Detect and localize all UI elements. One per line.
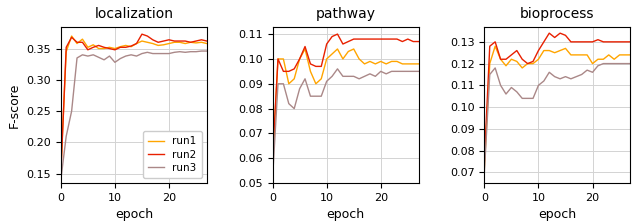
run2 <box>100 46 108 49</box>
run1 <box>84 46 92 49</box>
run1 <box>62 50 70 53</box>
run3 <box>187 50 195 53</box>
run3 <box>132 55 140 57</box>
run2 <box>68 36 76 39</box>
run2 <box>73 41 81 44</box>
run1 <box>122 44 129 47</box>
run2 <box>84 48 92 51</box>
X-axis label: epoch: epoch <box>538 208 577 221</box>
run1 <box>181 42 189 45</box>
run2 <box>160 40 168 42</box>
run3 <box>203 50 211 52</box>
run1 <box>154 44 162 47</box>
run1 <box>138 40 146 42</box>
run2 <box>122 46 129 49</box>
run2 <box>132 42 140 45</box>
run1 <box>203 42 211 45</box>
run2 <box>95 44 102 47</box>
run3 <box>84 55 92 57</box>
run1 <box>198 41 205 44</box>
run2 <box>116 46 124 49</box>
run3 <box>181 51 189 54</box>
Title: localization: localization <box>94 7 173 21</box>
run3 <box>176 50 184 53</box>
Line: run2: run2 <box>61 34 207 175</box>
run1 <box>176 41 184 44</box>
run3 <box>68 110 76 113</box>
run2 <box>154 41 162 44</box>
run2 <box>165 38 173 41</box>
run1 <box>57 169 65 172</box>
run1 <box>187 41 195 44</box>
run3 <box>138 52 146 55</box>
run3 <box>149 52 157 55</box>
run1 <box>68 35 76 37</box>
run3 <box>111 61 119 64</box>
run1 <box>127 45 135 48</box>
run1 <box>116 45 124 48</box>
run2 <box>181 40 189 42</box>
run3 <box>100 58 108 61</box>
run2 <box>90 46 97 49</box>
Line: run3: run3 <box>61 51 207 180</box>
run1 <box>111 47 119 50</box>
run1 <box>90 44 97 46</box>
Title: bioprocess: bioprocess <box>520 7 595 21</box>
run2 <box>198 38 205 41</box>
run1 <box>95 47 102 50</box>
run3 <box>170 51 178 54</box>
run2 <box>138 33 146 36</box>
run2 <box>170 40 178 42</box>
run3 <box>192 50 200 53</box>
run2 <box>149 38 157 41</box>
run1 <box>160 44 168 46</box>
X-axis label: epoch: epoch <box>115 208 153 221</box>
run3 <box>73 57 81 59</box>
run2 <box>127 45 135 47</box>
run2 <box>57 174 65 176</box>
run3 <box>127 54 135 56</box>
run2 <box>176 40 184 42</box>
run3 <box>160 52 168 55</box>
run3 <box>165 52 173 55</box>
run2 <box>143 35 151 37</box>
run1 <box>165 42 173 45</box>
run2 <box>111 48 119 51</box>
run3 <box>95 56 102 59</box>
run1 <box>79 38 86 40</box>
Legend: run1, run2, run3: run1, run2, run3 <box>143 131 202 178</box>
run3 <box>122 55 129 57</box>
Y-axis label: F-score: F-score <box>8 82 20 128</box>
run1 <box>106 46 113 49</box>
run3 <box>90 54 97 56</box>
run2 <box>203 40 211 42</box>
run3 <box>106 55 113 57</box>
run1 <box>143 41 151 44</box>
run2 <box>62 46 70 49</box>
run1 <box>170 41 178 44</box>
run3 <box>116 57 124 60</box>
Title: pathway: pathway <box>316 7 376 21</box>
run1 <box>192 42 200 44</box>
run3 <box>62 135 70 138</box>
run3 <box>198 50 205 52</box>
run3 <box>143 51 151 54</box>
run1 <box>73 42 81 45</box>
run1 <box>132 42 140 45</box>
run1 <box>149 42 157 45</box>
X-axis label: epoch: epoch <box>326 208 365 221</box>
run3 <box>79 54 86 56</box>
run2 <box>187 41 195 44</box>
run2 <box>79 41 86 44</box>
run1 <box>100 47 108 50</box>
run3 <box>57 179 65 181</box>
run2 <box>192 40 200 42</box>
run2 <box>106 47 113 50</box>
Line: run1: run1 <box>61 36 207 171</box>
run3 <box>154 52 162 55</box>
